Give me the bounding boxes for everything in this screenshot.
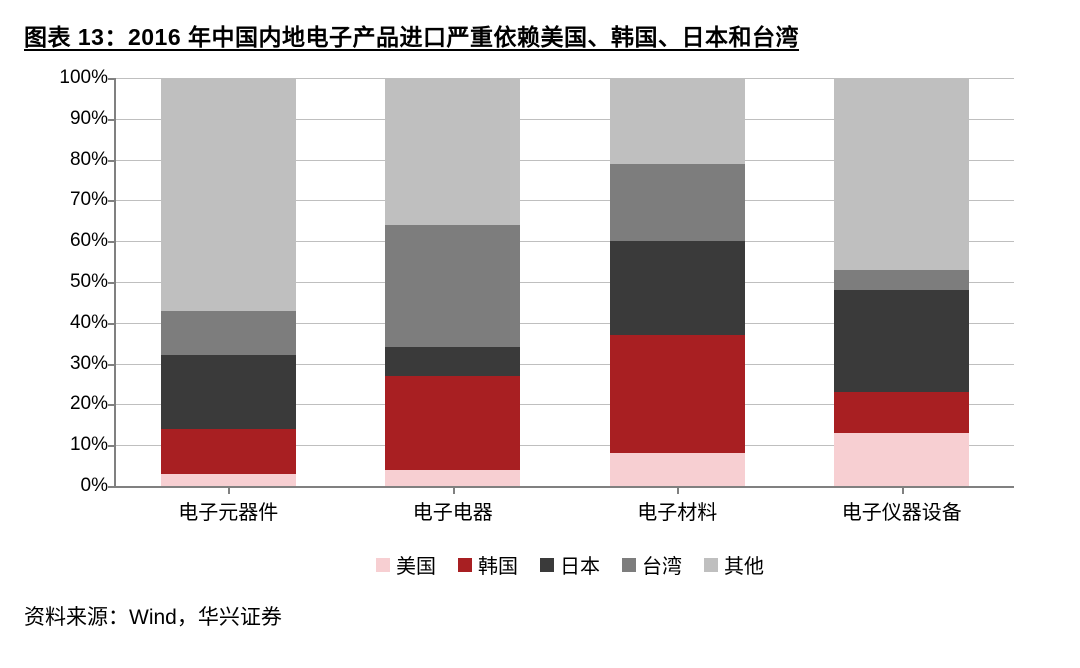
legend: 美国 韩国 日本 台湾 其他 — [24, 550, 1056, 579]
x-axis-label: 电子元器件 — [178, 496, 278, 525]
bar-slot: 电子仪器设备 — [790, 78, 1015, 486]
bar-segment — [834, 290, 969, 392]
bar-segment — [610, 453, 745, 486]
y-tick — [108, 404, 116, 406]
chart-title: 图表 13：2016 年中国内地电子产品进口严重依赖美国、韩国、日本和台湾 — [24, 18, 1056, 52]
y-axis-label: 90% — [70, 108, 108, 130]
bar-segment — [610, 335, 745, 453]
y-axis-label: 70% — [70, 189, 108, 211]
bar-segment — [385, 376, 520, 470]
bar-segment — [385, 470, 520, 486]
stacked-bar — [610, 78, 745, 486]
y-tick — [108, 364, 116, 366]
bars-group: 电子元器件电子电器电子材料电子仪器设备 — [116, 78, 1014, 486]
legend-item: 台湾 — [622, 550, 682, 579]
legend-swatch — [458, 558, 472, 572]
y-tick — [108, 78, 116, 80]
legend-swatch — [704, 558, 718, 572]
y-axis-label: 40% — [70, 312, 108, 334]
x-axis-label: 电子仪器设备 — [842, 496, 962, 525]
plot-area: 0%10%20%30%40%50%60%70%80%90%100%电子元器件电子… — [114, 78, 1014, 488]
y-axis-label: 30% — [70, 353, 108, 375]
bar-slot: 电子元器件 — [116, 78, 341, 486]
x-axis-label: 电子电器 — [413, 496, 493, 525]
bar-segment — [610, 241, 745, 335]
y-axis-label: 100% — [59, 67, 108, 89]
y-tick — [108, 282, 116, 284]
y-tick — [108, 200, 116, 202]
legend-item: 韩国 — [458, 550, 518, 579]
source-line: 资料来源：Wind，华兴证券 — [24, 601, 1056, 631]
y-tick — [108, 445, 116, 447]
y-tick — [108, 323, 116, 325]
stacked-bar — [834, 78, 969, 486]
y-axis-label: 50% — [70, 271, 108, 293]
y-axis-label: 80% — [70, 149, 108, 171]
bar-segment — [385, 225, 520, 347]
bar-segment — [385, 347, 520, 376]
y-tick — [108, 241, 116, 243]
x-tick — [677, 486, 679, 494]
y-tick — [108, 486, 116, 488]
bar-segment — [834, 78, 969, 270]
legend-label: 韩国 — [478, 550, 518, 579]
y-tick — [108, 160, 116, 162]
legend-swatch — [622, 558, 636, 572]
y-axis-label: 60% — [70, 230, 108, 252]
bar-segment — [610, 78, 745, 164]
bar-segment — [834, 392, 969, 433]
stacked-bar — [161, 78, 296, 486]
bar-segment — [834, 270, 969, 290]
legend-label: 其他 — [724, 550, 764, 579]
chart-container: 0%10%20%30%40%50%60%70%80%90%100%电子元器件电子… — [34, 68, 1034, 538]
x-tick — [453, 486, 455, 494]
legend-item: 美国 — [376, 550, 436, 579]
bar-segment — [385, 78, 520, 225]
legend-item: 其他 — [704, 550, 764, 579]
legend-swatch — [376, 558, 390, 572]
y-tick — [108, 119, 116, 121]
bar-slot: 电子电器 — [341, 78, 566, 486]
bar-segment — [161, 355, 296, 428]
bar-segment — [161, 429, 296, 474]
legend-label: 日本 — [560, 550, 600, 579]
bar-segment — [161, 78, 296, 311]
bar-segment — [834, 433, 969, 486]
y-axis-label: 20% — [70, 393, 108, 415]
x-axis-label: 电子材料 — [637, 496, 717, 525]
legend-swatch — [540, 558, 554, 572]
x-tick — [902, 486, 904, 494]
legend-label: 美国 — [396, 550, 436, 579]
stacked-bar — [385, 78, 520, 486]
bar-segment — [161, 311, 296, 356]
legend-label: 台湾 — [642, 550, 682, 579]
bar-segment — [161, 474, 296, 486]
y-axis-label: 0% — [81, 475, 108, 497]
legend-item: 日本 — [540, 550, 600, 579]
bar-segment — [610, 164, 745, 242]
y-axis-label: 10% — [70, 434, 108, 456]
x-tick — [228, 486, 230, 494]
bar-slot: 电子材料 — [565, 78, 790, 486]
